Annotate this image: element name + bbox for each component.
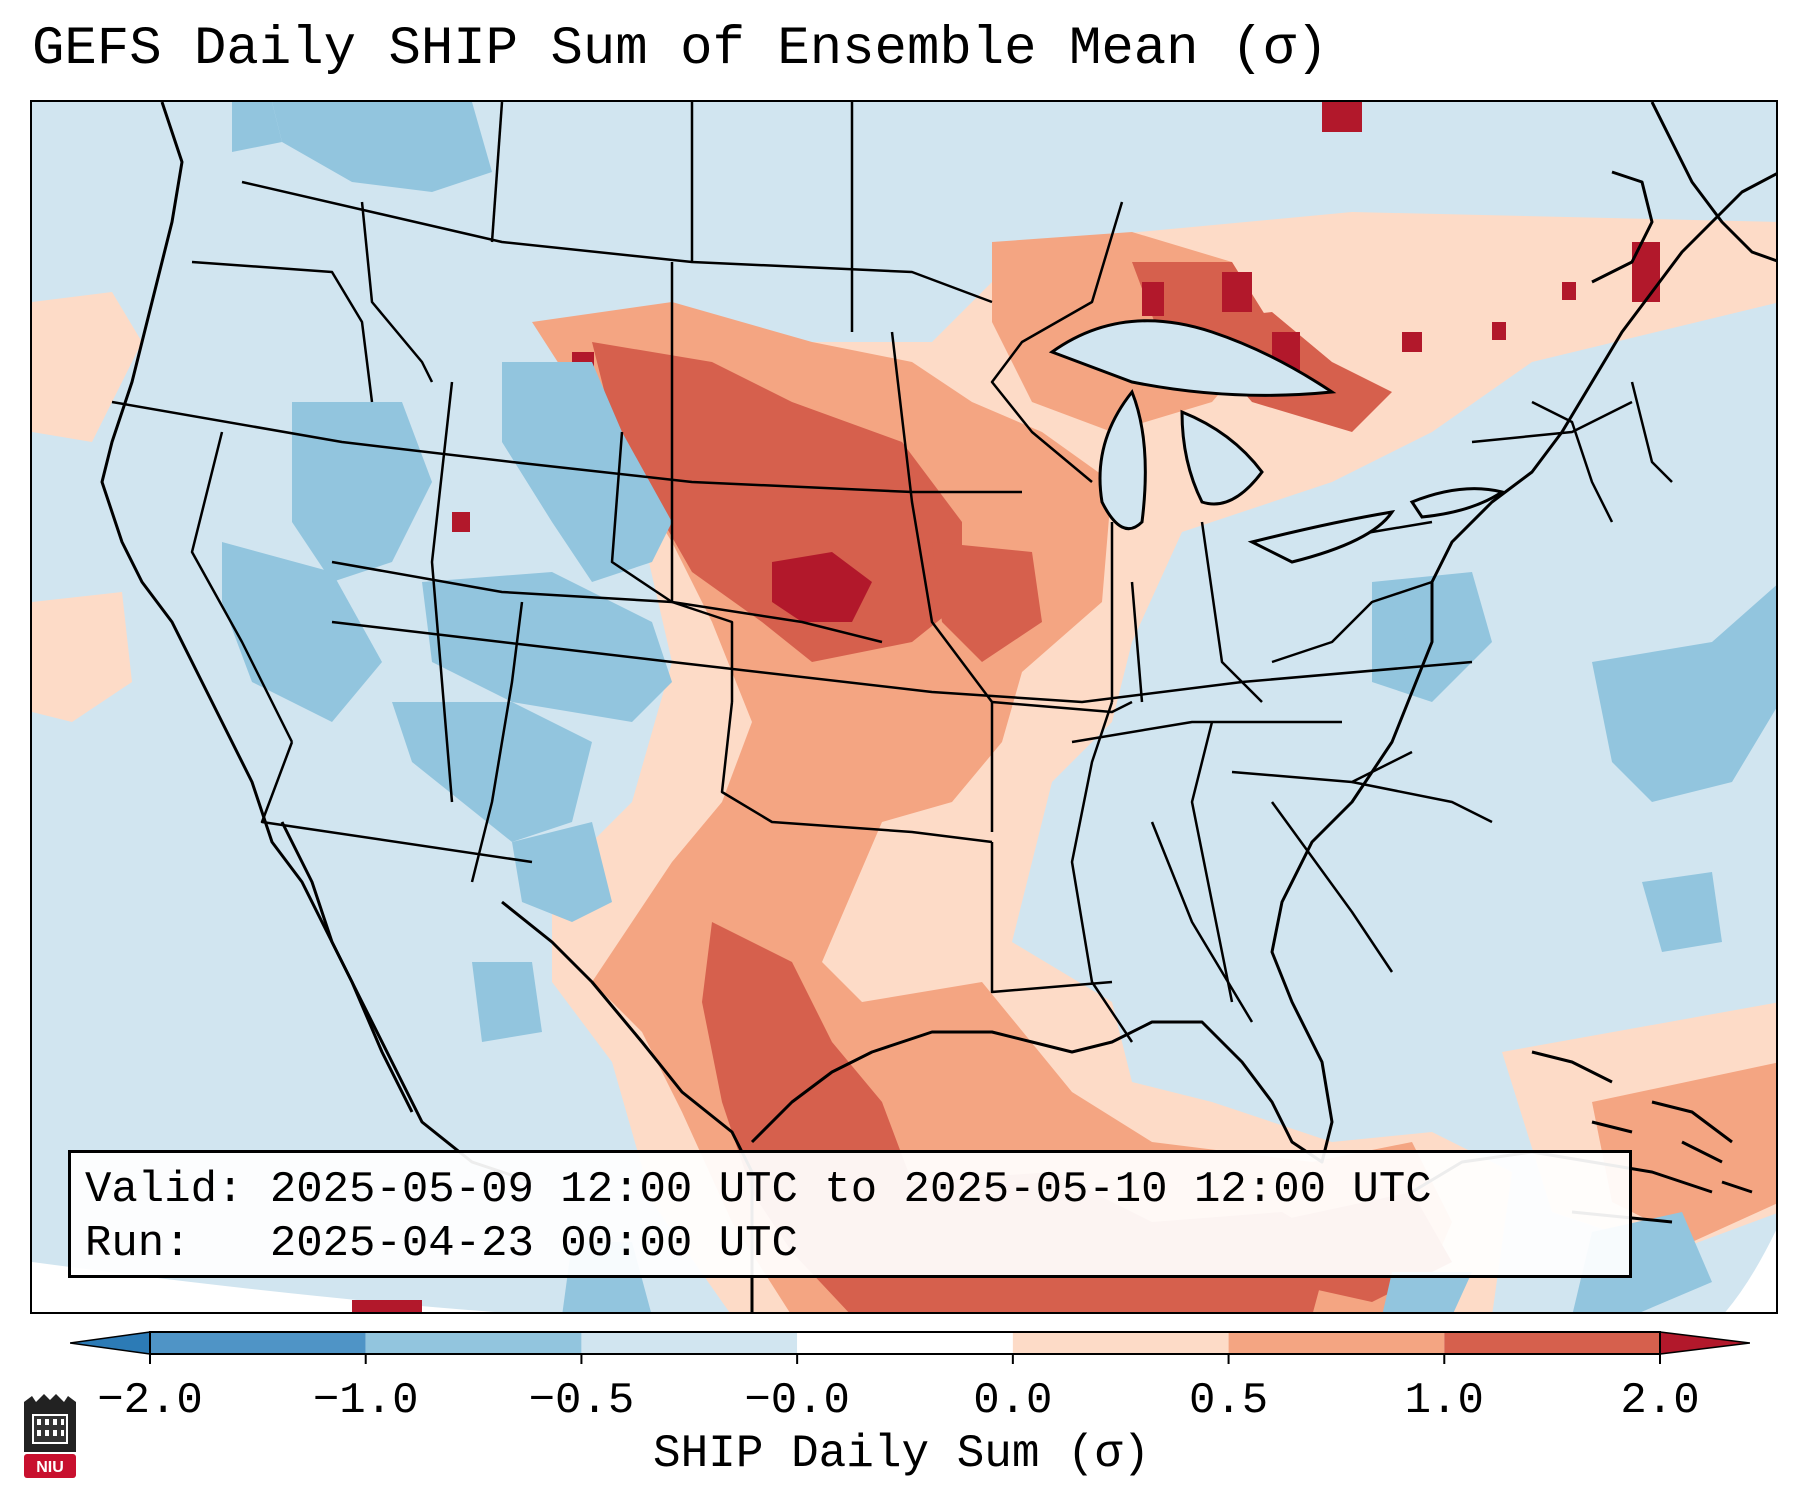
colorbar-segment xyxy=(797,1332,1013,1354)
colorbar-outline xyxy=(149,1331,1661,1355)
map-panel: Valid: 2025-05-09 12:00 UTC to 2025-05-1… xyxy=(30,100,1778,1314)
coastlines xyxy=(100,102,1776,1312)
projection-edge-right xyxy=(1725,1230,1776,1312)
colorbar-segment xyxy=(150,1332,366,1354)
niu-logo: NIU xyxy=(24,1394,76,1478)
colorbar-tick-label: −0.5 xyxy=(529,1376,635,1426)
colorbar-tick-label: 2.0 xyxy=(1620,1376,1699,1426)
great-lakes xyxy=(1048,319,1506,564)
colorbar-segments xyxy=(70,1331,1750,1355)
colorbar-segment xyxy=(1012,1332,1229,1354)
colorbar-extend-low xyxy=(70,1331,151,1355)
colorbar-tick-label: −0.0 xyxy=(744,1376,850,1426)
valid-run-info-box: Valid: 2025-05-09 12:00 UTC to 2025-05-1… xyxy=(68,1150,1632,1278)
valid-label: Valid: xyxy=(85,1165,244,1215)
colorbar-segment xyxy=(1228,1332,1445,1354)
colorbar-ticks: −2.0 −1.0 −0.5 −0.0 0.0 0.5 1.0 2.0 xyxy=(97,1354,1700,1426)
projection-edge xyxy=(32,1262,495,1312)
run-line: Run: 2025-04-23 00:00 UTC xyxy=(85,1217,1615,1271)
anomaly-light-blue xyxy=(222,102,1776,1312)
valid-value: 2025-05-09 12:00 UTC to 2025-05-10 12:00… xyxy=(269,1165,1432,1215)
colorbar-label: SHIP Daily Sum (σ) xyxy=(653,1428,1150,1480)
colorbar-segment xyxy=(581,1332,798,1354)
colorbar: −2.0 −1.0 −0.5 −0.0 0.0 0.5 1.0 2.0 xyxy=(70,1331,1750,1426)
niu-logo-text: NIU xyxy=(36,1459,64,1476)
ship-map xyxy=(32,102,1776,1312)
colorbar-extend-high xyxy=(1659,1331,1750,1355)
anomaly-dark-red xyxy=(352,102,1660,1312)
colorbar-tick-label: 1.0 xyxy=(1405,1376,1484,1426)
valid-line: Valid: 2025-05-09 12:00 UTC to 2025-05-1… xyxy=(85,1163,1615,1217)
colorbar-tick-label: 0.5 xyxy=(1189,1376,1268,1426)
colorbar-segment xyxy=(1444,1332,1660,1354)
colorbar-tick-label: 0.0 xyxy=(973,1376,1052,1426)
run-label: Run: xyxy=(85,1219,191,1269)
state-borders xyxy=(111,102,1673,1043)
colorbar-tick-label: −1.0 xyxy=(313,1376,419,1426)
colorbar-tick-label: −2.0 xyxy=(97,1376,203,1426)
map-title: GEFS Daily SHIP Sum of Ensemble Mean (σ) xyxy=(32,19,1329,80)
run-value: 2025-04-23 00:00 UTC xyxy=(269,1219,798,1269)
colorbar-segment xyxy=(365,1332,582,1354)
